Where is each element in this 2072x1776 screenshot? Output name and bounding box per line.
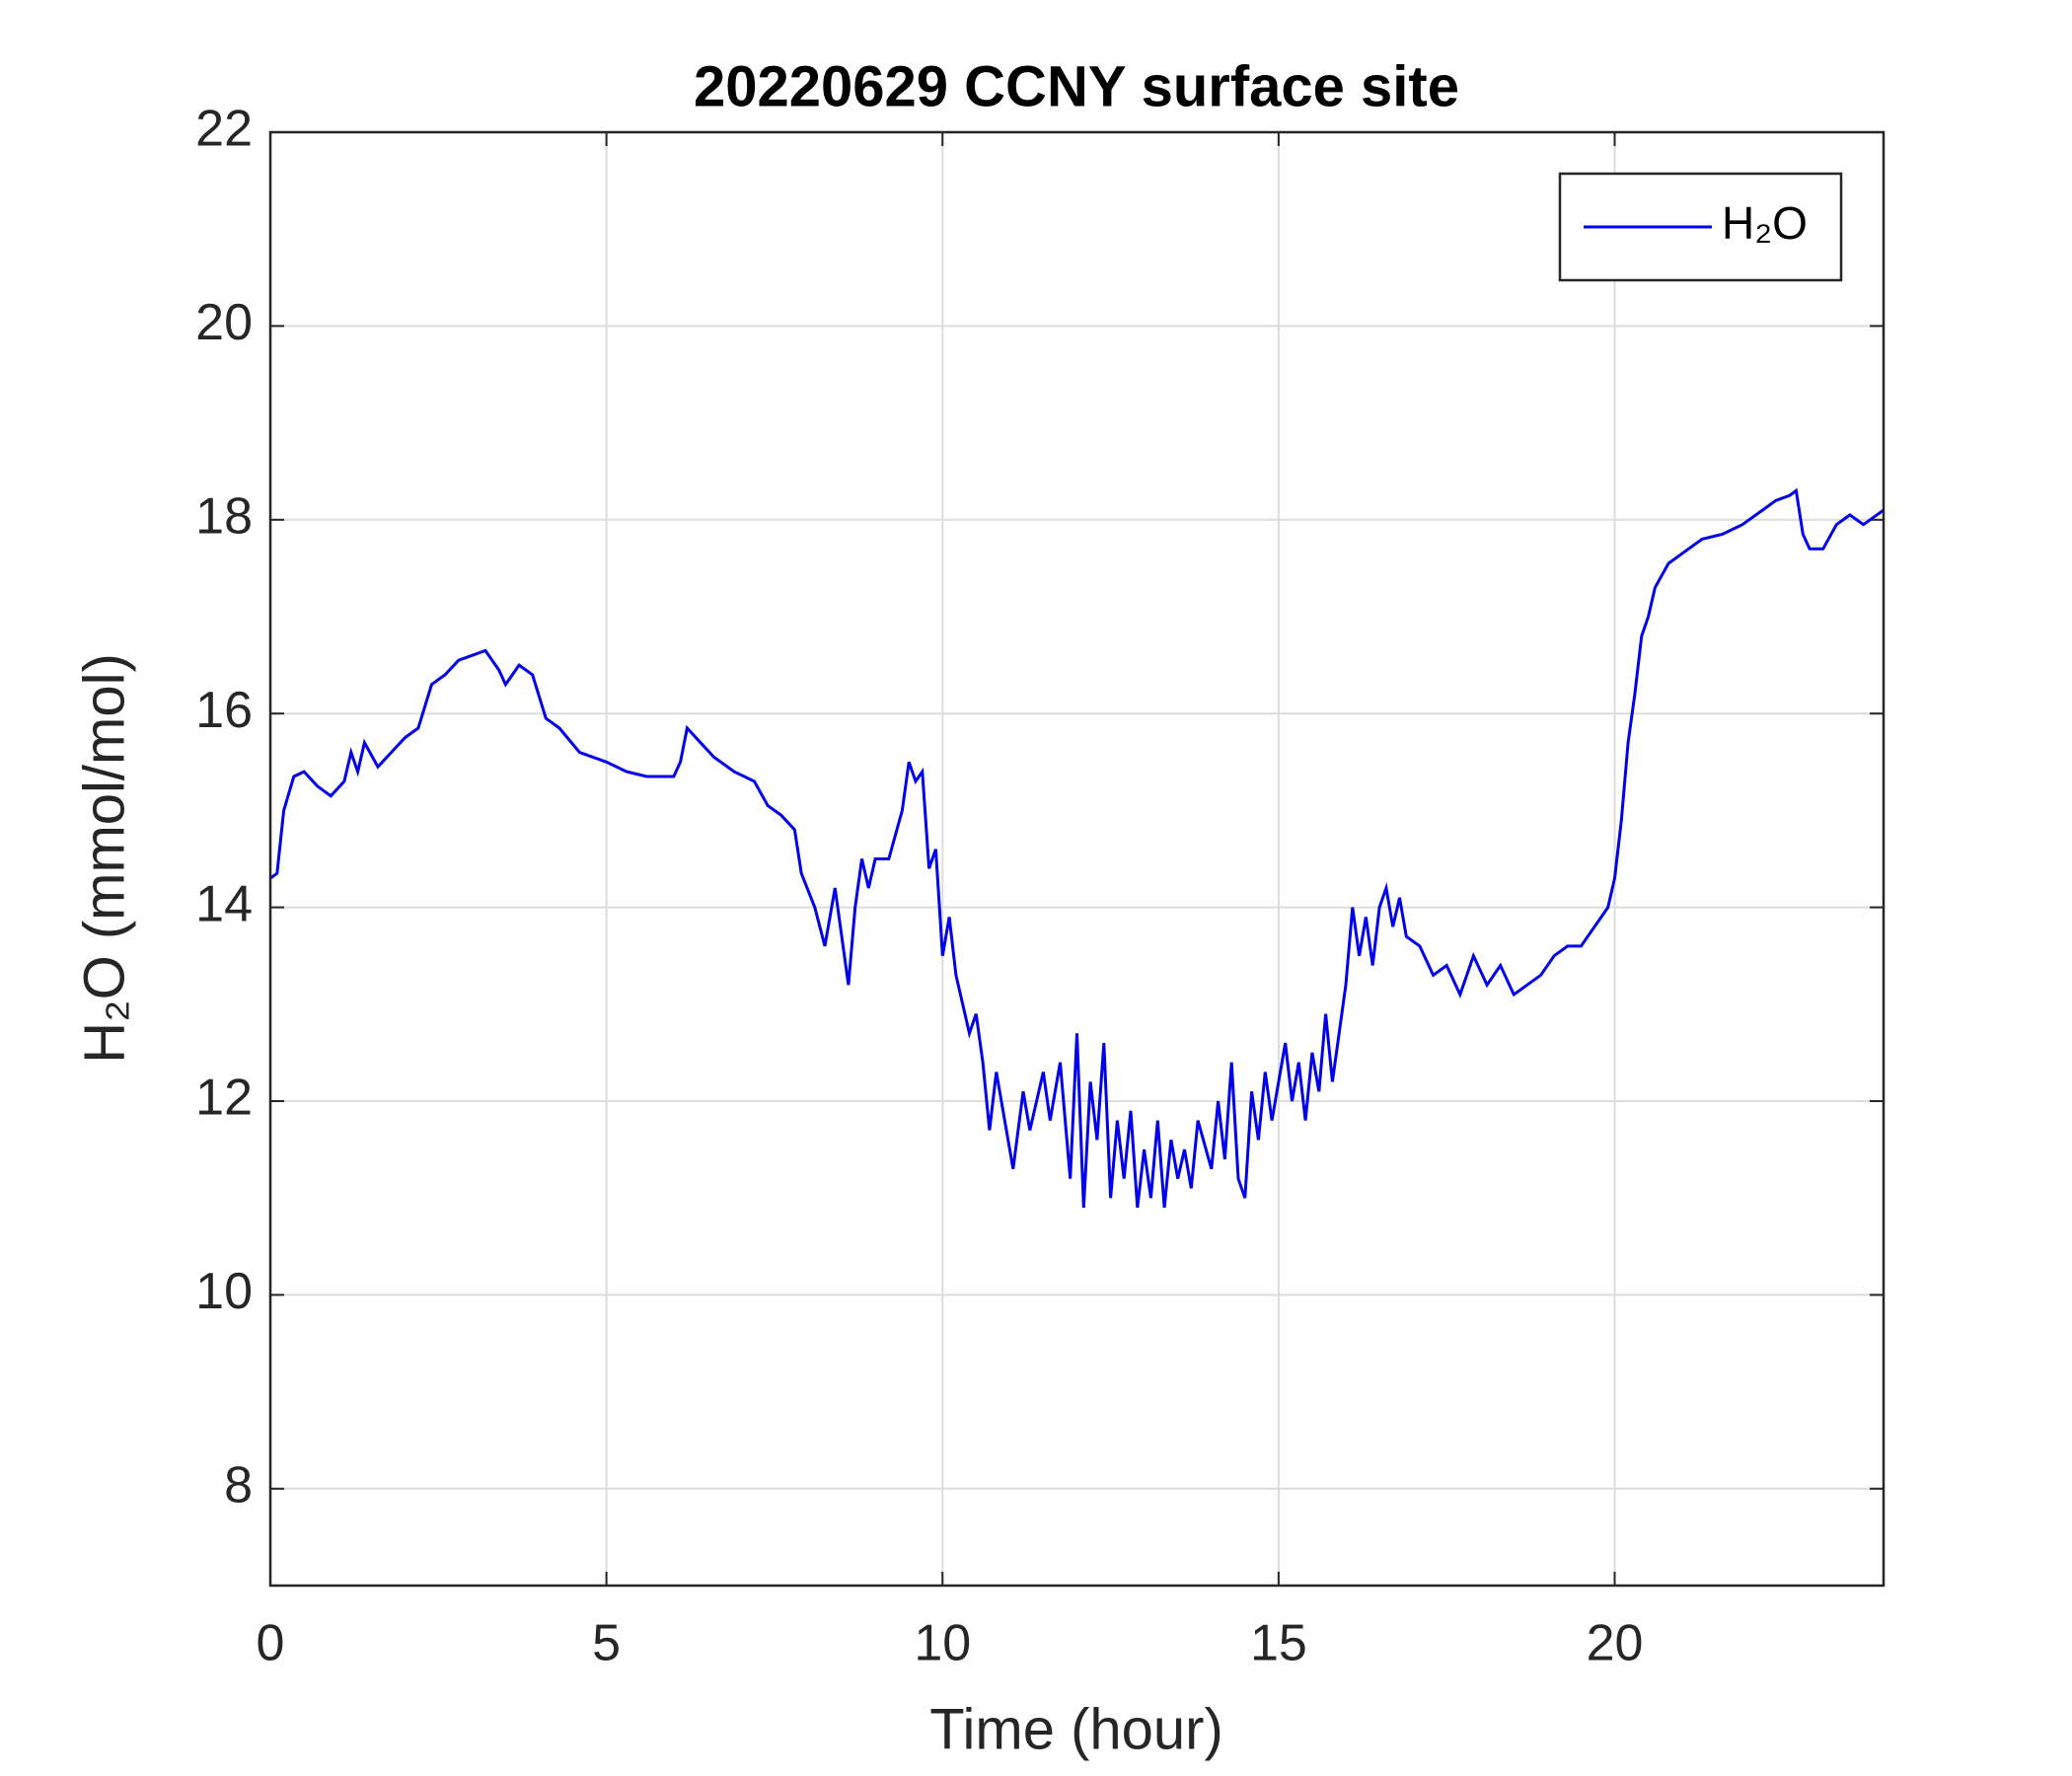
y-tick-label: 20	[195, 294, 253, 351]
x-tick-label: 0	[257, 1615, 285, 1672]
y-axis-label: H₂O (mmol/mol)	[72, 653, 136, 1064]
y-tick-label: 18	[195, 488, 253, 546]
y-tick-label: 22	[195, 101, 253, 158]
y-tick-label: 16	[195, 682, 253, 739]
y-tick-label: 8	[224, 1457, 253, 1515]
x-tick-label: 20	[1587, 1615, 1644, 1672]
y-tick-label: 14	[195, 875, 253, 932]
x-axis-label: Time (hour)	[929, 1697, 1223, 1761]
y-tick-label: 10	[195, 1263, 253, 1320]
x-tick-label: 5	[592, 1615, 621, 1672]
legend-label: H₂O	[1722, 197, 1808, 249]
plot-frame	[268, 130, 1886, 1588]
data-line	[269, 487, 1885, 1209]
x-tick-label: 10	[914, 1615, 971, 1672]
chart-title: 20220629 CCNY surface site	[694, 54, 1459, 118]
y-tick-label: 12	[195, 1070, 253, 1127]
x-tick-label: 15	[1250, 1615, 1307, 1672]
